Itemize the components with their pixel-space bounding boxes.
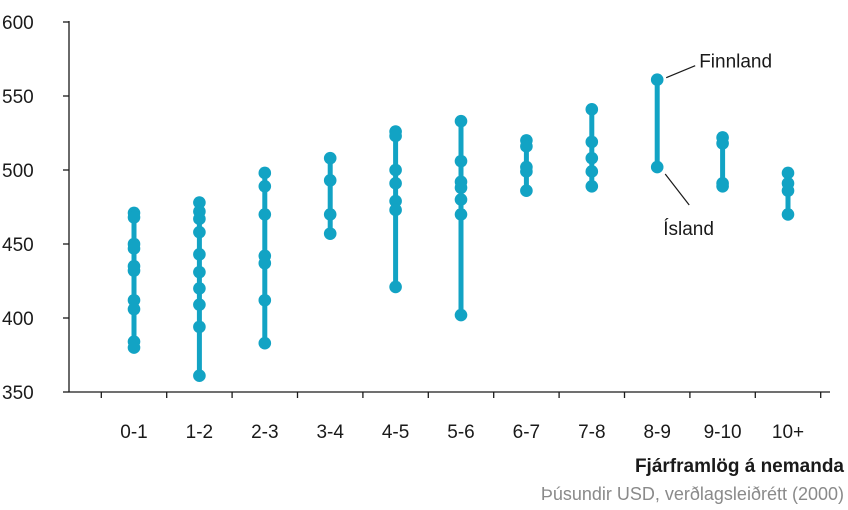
data-point: [585, 179, 599, 193]
finnland-leader-line: [665, 65, 696, 79]
data-point: [193, 320, 206, 334]
annotations: Finnland Ísland: [663, 52, 772, 240]
data-point: [258, 166, 272, 180]
data-point: [454, 154, 468, 168]
data-point: [193, 212, 206, 226]
data-point: [127, 293, 141, 307]
data-point: [193, 196, 206, 209]
data-point: [716, 137, 729, 150]
x-axis-title: Fjárframlög á nemanda: [634, 456, 844, 477]
data-point: [781, 208, 795, 221]
data-point: [127, 211, 141, 224]
data-point: [258, 179, 272, 193]
data-point: [454, 114, 468, 128]
data-point: [323, 227, 337, 240]
data-point: [127, 302, 141, 316]
data-point: [193, 282, 206, 295]
x-tick-label: 2-3: [251, 422, 278, 443]
data-point: [127, 341, 141, 354]
data-point: [389, 203, 402, 217]
data-point: [716, 179, 729, 193]
data-point: [193, 225, 206, 239]
data-point: [258, 293, 272, 307]
data-point: [781, 184, 795, 198]
data-point: [389, 194, 402, 208]
data-point: [389, 177, 402, 190]
x-axis-subtitle: Þúsundir USD, verðlagsleiðrétt (2000): [540, 484, 844, 504]
data-point: [193, 369, 206, 383]
data-point: [585, 151, 599, 165]
y-tick-label: 400: [2, 309, 34, 330]
data-point: [585, 103, 599, 116]
x-tick-label: 10+: [772, 422, 804, 443]
data-point: [323, 151, 337, 165]
data-point: [193, 248, 206, 261]
data-point: [454, 208, 468, 221]
x-tick-label: 3-4: [316, 422, 344, 443]
data-point: [258, 256, 272, 270]
y-tick-label: 550: [2, 87, 34, 108]
data-point: [258, 208, 272, 221]
data-point: [323, 174, 337, 187]
x-tick-label: 5-6: [447, 422, 474, 443]
data-point: [389, 129, 402, 143]
x-tick-label: 7-8: [578, 422, 605, 443]
x-tick-label: 6-7: [513, 422, 540, 443]
island-leader-line: [664, 173, 690, 206]
x-tick-label: 8-9: [643, 422, 670, 443]
y-tick-label: 350: [2, 383, 34, 404]
axes: 350 400 450 500 550 600 0-1 1-2 2-3 3-4 4-5 5-6 6-7 7…: [2, 13, 830, 443]
data-point: [520, 140, 533, 153]
data-point: [520, 184, 533, 198]
x-tick-label: 0-1: [120, 422, 147, 443]
data-point: [520, 165, 533, 178]
data-point: [258, 336, 272, 350]
data-point: [127, 242, 141, 255]
data-point: [323, 208, 337, 221]
data-point: [454, 308, 468, 322]
data-point: [454, 193, 468, 206]
x-tick-label: 4-5: [382, 422, 409, 443]
data-point: [781, 166, 795, 180]
y-tick-label: 600: [2, 13, 34, 34]
data-point: [193, 265, 206, 279]
data-point: [650, 160, 664, 174]
data-point: [650, 73, 664, 87]
data-point: [585, 165, 599, 178]
y-tick-label: 500: [2, 161, 34, 182]
data-point: [127, 264, 141, 277]
island-label: Ísland: [663, 219, 714, 240]
x-tick-label: 9-10: [704, 422, 742, 443]
data-points: [127, 73, 795, 383]
data-point: [585, 135, 599, 149]
data-point: [454, 181, 468, 195]
data-point: [389, 163, 402, 177]
x-tick-label: 1-2: [186, 422, 213, 443]
finnland-label: Finnland: [699, 52, 772, 73]
data-point: [193, 298, 206, 311]
chart-svg: 350 400 450 500 550 600 0-1 1-2 2-3 3-4 4-5 5-6 6-7 7…: [2, 13, 830, 443]
data-point: [389, 280, 402, 294]
y-tick-label: 450: [2, 235, 34, 256]
